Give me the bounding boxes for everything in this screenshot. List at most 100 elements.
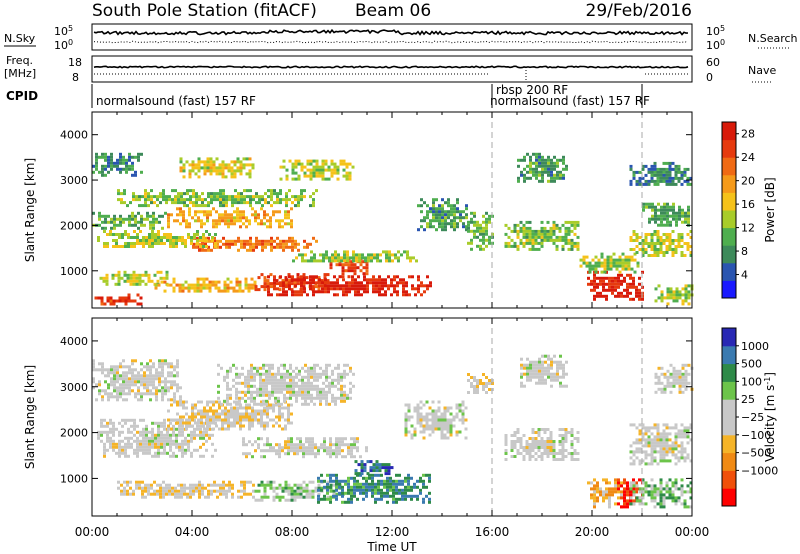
echo-cell xyxy=(434,415,438,419)
echo-cell xyxy=(255,245,258,249)
echo-cell xyxy=(106,439,109,443)
echo-cell xyxy=(97,236,100,239)
echo-cell xyxy=(299,446,302,450)
echo-cell xyxy=(116,223,119,227)
echo-cell xyxy=(274,378,277,382)
echo-cell xyxy=(104,158,107,162)
echo-cell xyxy=(372,287,375,291)
echo-cell xyxy=(263,210,266,214)
echo-cell xyxy=(405,290,408,294)
echo-cell xyxy=(322,393,325,397)
echo-cell xyxy=(573,232,577,236)
echo-cell xyxy=(243,245,246,249)
echo-cell xyxy=(570,431,574,434)
echo-cell xyxy=(686,242,690,245)
echo-cell xyxy=(345,281,348,285)
echo-cell xyxy=(654,211,657,215)
echo-cell xyxy=(185,424,188,428)
echo-cell xyxy=(615,258,619,262)
echo-cell xyxy=(313,387,316,391)
echo-cell xyxy=(541,363,544,367)
echo-cell xyxy=(333,293,336,297)
echo-cell xyxy=(203,210,206,214)
echo-cell xyxy=(476,220,479,224)
echo-cell xyxy=(632,297,635,301)
echo-cell xyxy=(544,378,547,382)
echo-cell xyxy=(666,211,669,215)
echo-cell xyxy=(226,286,230,290)
echo-cell xyxy=(149,226,152,230)
echo-cell xyxy=(567,232,571,236)
echo-cell xyxy=(233,160,237,164)
echo-cell xyxy=(189,189,192,193)
echo-cell xyxy=(392,488,395,492)
echo-cell xyxy=(337,396,340,400)
echo-cell xyxy=(240,192,243,196)
echo-cell xyxy=(329,500,332,504)
echo-cell xyxy=(393,275,396,279)
echo-cell xyxy=(528,226,532,230)
echo-cell xyxy=(440,433,444,437)
echo-cell xyxy=(347,443,350,447)
echo-cell xyxy=(482,382,485,385)
echo-cell xyxy=(191,403,194,407)
echo-cell xyxy=(246,480,249,484)
echo-cell xyxy=(235,387,238,391)
echo-cell xyxy=(217,384,220,388)
echo-cell xyxy=(404,479,407,483)
echo-cell xyxy=(212,207,215,211)
echo-cell xyxy=(390,284,393,288)
echo-cell xyxy=(107,395,110,399)
echo-cell xyxy=(210,198,213,202)
echo-cell xyxy=(648,220,651,224)
echo-cell xyxy=(145,433,148,437)
echo-cell xyxy=(149,389,152,393)
echo-cell xyxy=(671,230,675,233)
echo-cell xyxy=(238,390,241,394)
echo-cell xyxy=(513,241,517,245)
echo-cell xyxy=(609,261,613,265)
echo-cell xyxy=(249,204,252,208)
echo-cell xyxy=(350,449,353,453)
echo-cell xyxy=(377,479,380,483)
echo-cell xyxy=(353,272,357,276)
echo-cell xyxy=(353,269,357,273)
echo-cell xyxy=(269,443,272,447)
echo-cell xyxy=(233,400,236,404)
echo-cell xyxy=(315,171,319,175)
echo-cell xyxy=(238,396,241,400)
echo-cell xyxy=(137,386,140,390)
echo-cell xyxy=(262,402,265,406)
echo-cell xyxy=(216,495,219,499)
echo-cell xyxy=(308,492,312,496)
echo-cell xyxy=(142,242,145,245)
echo-cell xyxy=(165,276,169,280)
echo-cell xyxy=(322,372,325,376)
echo-cell xyxy=(285,278,288,282)
echo-cell xyxy=(125,377,128,381)
echo-cell xyxy=(324,290,327,294)
echo-cell xyxy=(546,455,550,458)
echo-cell xyxy=(143,380,146,384)
echo-cell xyxy=(684,284,688,288)
echo-cell xyxy=(635,245,639,248)
echo-cell xyxy=(291,162,295,166)
echo-cell xyxy=(178,433,181,437)
echo-cell xyxy=(167,222,170,226)
echo-cell xyxy=(101,226,104,230)
echo-cell xyxy=(279,293,282,297)
echo-cell xyxy=(311,489,315,493)
echo-cell xyxy=(410,494,413,498)
echo-cell xyxy=(179,166,183,170)
echo-cell xyxy=(395,485,398,489)
echo-cell xyxy=(187,289,191,293)
echo-cell xyxy=(116,161,119,165)
echo-cell xyxy=(191,216,194,220)
echo-cell xyxy=(687,217,690,221)
echo-cell xyxy=(657,296,661,300)
echo-cell xyxy=(335,437,338,441)
echo-cell xyxy=(641,239,645,242)
echo-cell xyxy=(284,210,287,214)
echo-cell xyxy=(461,418,465,422)
echo-cell xyxy=(287,222,290,226)
